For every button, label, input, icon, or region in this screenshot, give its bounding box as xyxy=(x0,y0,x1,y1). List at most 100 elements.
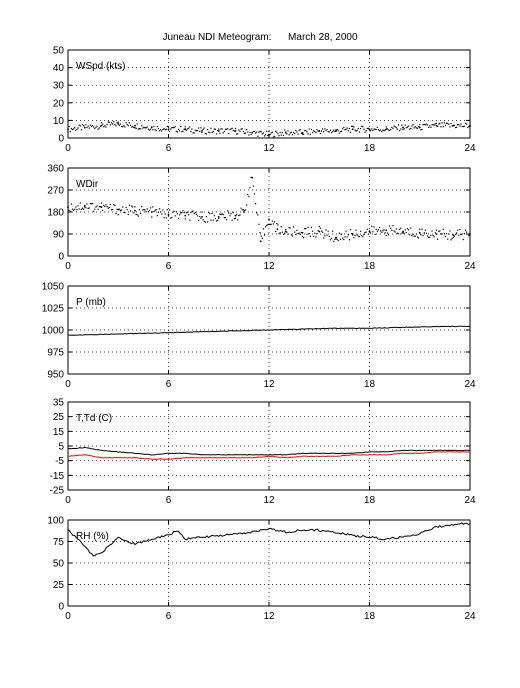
data-point xyxy=(348,239,350,241)
data-point xyxy=(239,214,241,216)
data-point xyxy=(113,121,115,123)
data-point xyxy=(79,125,81,127)
data-point xyxy=(282,233,285,235)
data-point xyxy=(119,123,122,125)
data-point xyxy=(188,214,190,216)
data-point xyxy=(194,211,196,214)
data-point xyxy=(289,132,291,134)
data-point xyxy=(148,129,151,131)
data-point xyxy=(437,125,439,127)
data-point xyxy=(81,207,84,209)
data-point xyxy=(242,211,245,213)
data-point xyxy=(68,125,70,128)
data-point xyxy=(175,130,177,132)
panel-label-t-td-c: T,Td (C) xyxy=(76,413,112,424)
data-point xyxy=(201,215,203,218)
data-point xyxy=(246,129,248,131)
data-point xyxy=(277,224,279,226)
data-point xyxy=(146,126,148,128)
data-point xyxy=(395,127,397,129)
data-point xyxy=(361,234,363,237)
data-point xyxy=(263,135,266,137)
data-point xyxy=(196,215,199,217)
panel-label-rh: RH (%) xyxy=(76,531,109,542)
data-point xyxy=(402,126,404,129)
data-point xyxy=(348,128,350,130)
data-point xyxy=(330,131,333,134)
data-point xyxy=(359,127,362,130)
data-point xyxy=(217,129,219,132)
data-point xyxy=(276,223,278,225)
data-point xyxy=(86,203,88,205)
data-point xyxy=(290,234,292,236)
data-point xyxy=(311,131,314,134)
y-tick-label: 15 xyxy=(53,427,65,438)
data-point xyxy=(435,233,438,235)
data-point xyxy=(448,233,450,235)
data-point xyxy=(114,204,116,207)
data-point xyxy=(374,233,376,236)
x-tick-label: 0 xyxy=(65,261,71,272)
data-point xyxy=(358,131,361,133)
data-point xyxy=(184,126,186,128)
data-point xyxy=(175,211,177,213)
data-point xyxy=(100,124,103,127)
data-point xyxy=(442,126,444,128)
data-point xyxy=(242,131,244,133)
data-point xyxy=(383,129,385,132)
data-point xyxy=(304,129,306,132)
data-point xyxy=(347,130,349,132)
y-tick-label: 0 xyxy=(58,602,64,613)
data-point xyxy=(89,124,91,126)
data-point xyxy=(223,217,225,219)
data-point xyxy=(228,212,230,214)
data-point xyxy=(186,128,189,130)
data-point xyxy=(83,204,86,207)
data-point xyxy=(349,228,352,231)
data-point xyxy=(256,131,258,133)
data-point xyxy=(365,231,367,233)
data-point xyxy=(399,228,401,231)
data-point xyxy=(346,236,348,238)
panel-t-td-c: 0 6 12 18 24 -25 -15 -5 5 15 25 35 T,Td (C) xyxy=(50,398,476,507)
data-point xyxy=(372,129,374,132)
data-point xyxy=(319,132,321,135)
data-point xyxy=(344,129,346,131)
data-point xyxy=(244,132,247,134)
data-point xyxy=(271,220,273,222)
data-point xyxy=(389,225,391,227)
data-point xyxy=(440,233,442,235)
data-point xyxy=(125,122,127,124)
series-t-td-c-1 xyxy=(67,451,471,460)
data-point xyxy=(468,125,470,128)
data-point xyxy=(376,126,378,128)
data-point xyxy=(113,204,115,206)
data-point xyxy=(97,208,99,210)
data-point xyxy=(466,123,468,125)
data-point xyxy=(284,131,287,134)
data-point xyxy=(276,131,278,133)
data-point xyxy=(154,129,156,131)
data-point xyxy=(236,214,238,216)
data-point xyxy=(103,204,105,207)
x-tick-label: 12 xyxy=(263,143,275,154)
data-point xyxy=(343,238,345,241)
panel-wdir: 0 6 12 18 24 0 90 180 270 360 WDir xyxy=(47,164,476,273)
data-point xyxy=(116,208,118,210)
data-point xyxy=(139,213,142,215)
data-point xyxy=(469,234,471,236)
data-point xyxy=(177,128,180,130)
data-point xyxy=(368,128,371,131)
data-point xyxy=(390,227,392,230)
data-point xyxy=(404,229,406,231)
y-tick-label: 1000 xyxy=(42,326,65,337)
data-point xyxy=(98,206,100,208)
data-point xyxy=(239,130,241,132)
data-point xyxy=(372,231,374,233)
data-point xyxy=(467,126,469,129)
data-point xyxy=(325,129,327,132)
data-point xyxy=(174,125,176,128)
data-point xyxy=(195,130,198,132)
data-point xyxy=(121,209,123,211)
data-point xyxy=(314,232,316,234)
